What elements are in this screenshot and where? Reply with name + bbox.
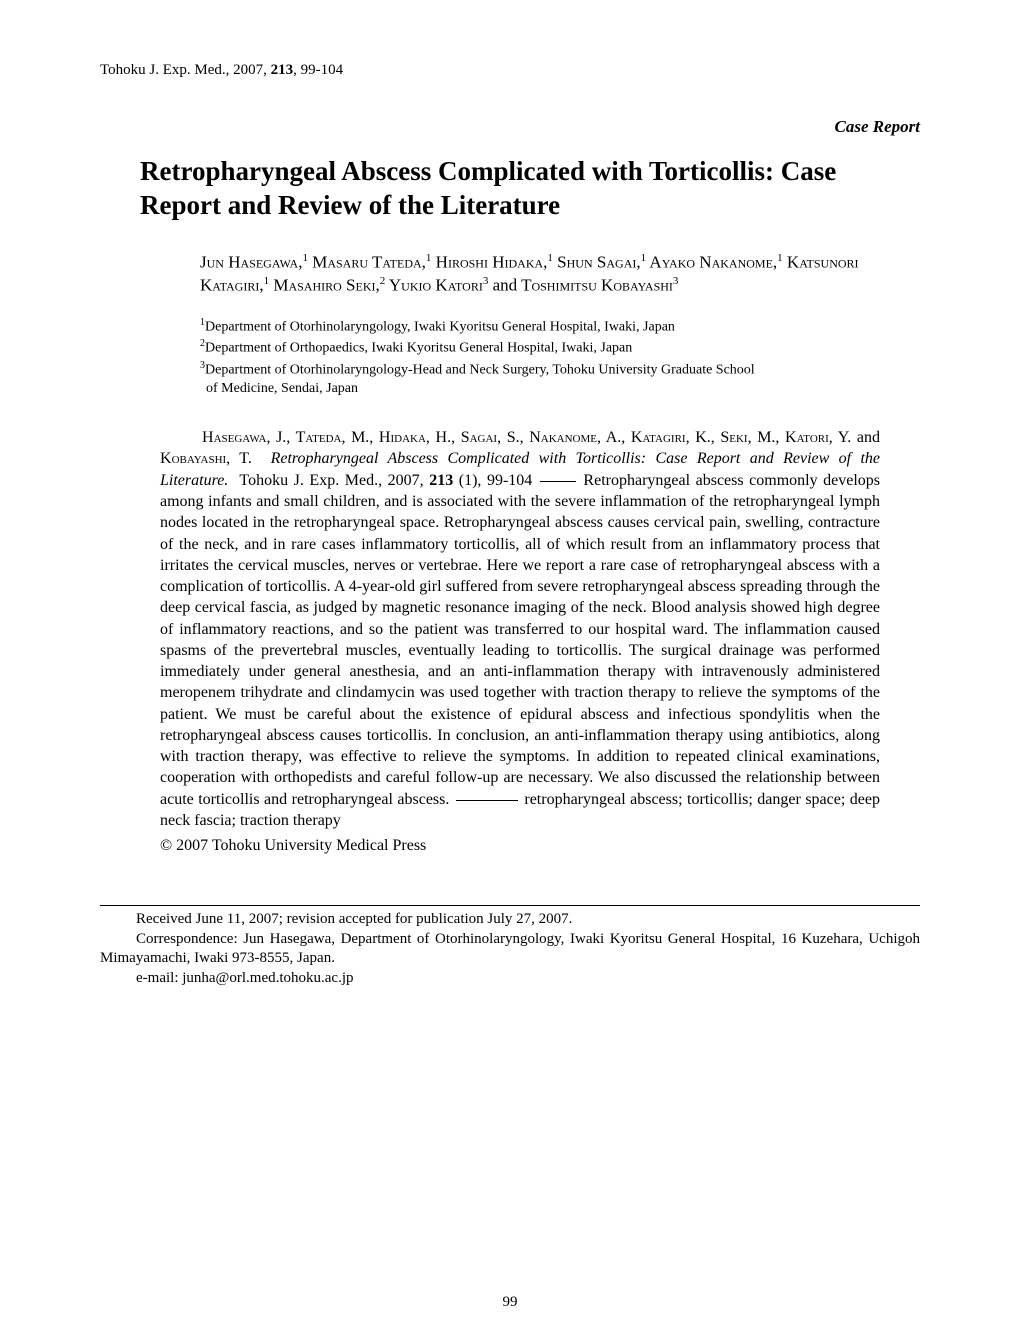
running-head-volume: 213 [271, 62, 294, 78]
dash-rule-icon [456, 800, 518, 801]
footnote-received: Received June 11, 2007; revision accepte… [100, 910, 920, 930]
abstract-block: Hasegawa, J., Tateda, M., Hidaka, H., Sa… [100, 427, 920, 831]
footnote-email: e-mail: junha@orl.med.tohoku.ac.jp [100, 969, 920, 989]
article-title: Retropharyngeal Abscess Complicated with… [100, 155, 920, 223]
copyright-line: © 2007 Tohoku University Medical Press [100, 837, 920, 855]
affiliations-block: 1Department of Otorhinolaryngology, Iwak… [100, 316, 920, 400]
footnotes-block: Received June 11, 2007; revision accepte… [100, 910, 920, 988]
affiliation-3-line1: 3Department of Otorhinolaryngology-Head … [200, 359, 860, 381]
footnote-divider [100, 905, 920, 906]
running-head: Tohoku J. Exp. Med., 2007, 213, 99-104 [100, 62, 920, 79]
abstract-journal: Tohoku J. Exp. Med., 2007, [239, 472, 429, 489]
footnote-correspondence: Correspondence: Jun Hasegawa, Department… [100, 930, 920, 969]
abstract-body: Retropharyngeal abscess commonly develop… [160, 472, 880, 808]
running-head-pages: , 99-104 [293, 62, 343, 78]
dash-rule-icon [540, 481, 576, 482]
abstract-volume: 213 [429, 472, 453, 489]
affiliation-2: 2Department of Orthopaedics, Iwaki Kyori… [200, 337, 860, 359]
authors-block: Jun Hasegawa,1 Masaru Tateda,1 Hiroshi H… [100, 251, 920, 298]
running-head-journal: Tohoku J. Exp. Med., 2007, [100, 62, 271, 78]
case-report-label: Case Report [100, 117, 920, 137]
affiliation-1: 1Department of Otorhinolaryngology, Iwak… [200, 316, 860, 338]
abstract-issue-pages: (1), 99-104 [453, 472, 532, 489]
page-number: 99 [0, 1294, 1020, 1311]
affiliation-3-line2: of Medicine, Sendai, Japan [200, 380, 860, 399]
